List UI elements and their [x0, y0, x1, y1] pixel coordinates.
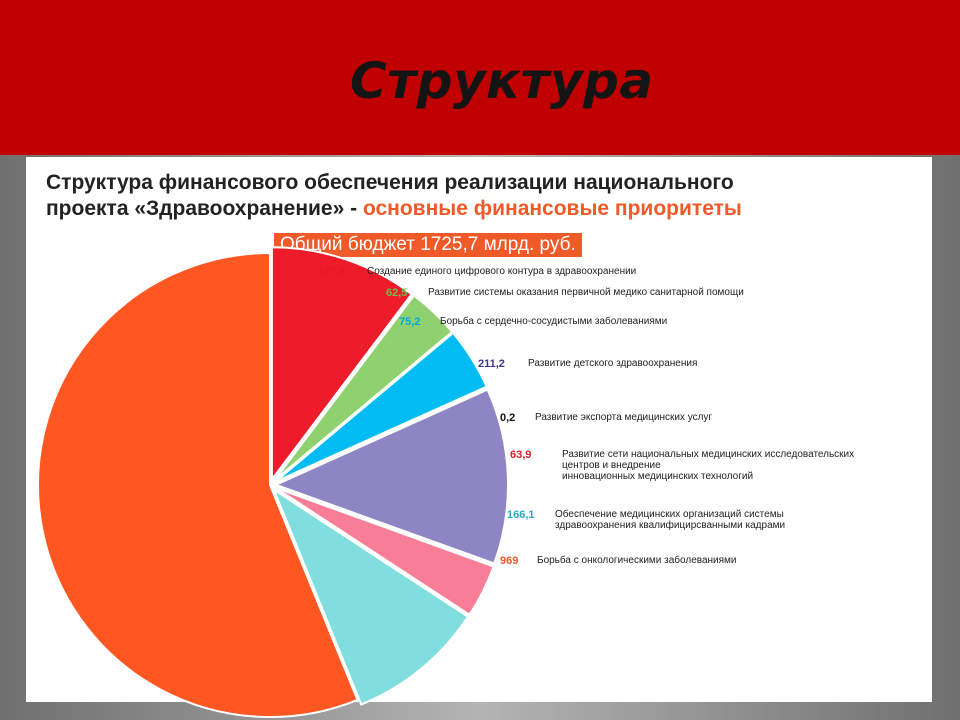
pie-slice-0: [37, 251, 359, 718]
value-label-7: 166,1: [507, 509, 535, 521]
value-label-0: 969: [500, 555, 518, 567]
pie-slice-7: [271, 487, 470, 706]
value-label-3: 75,2: [399, 316, 420, 328]
category-label-7-0: Обеспечение медицинских организаций сист…: [555, 508, 784, 520]
chart-title-line-1: Структура финансового обеспечения реализ…: [46, 171, 734, 194]
category-label-0-0: Борьба с онкологическими заболеваниями: [537, 554, 737, 566]
slide-title: Структура: [350, 52, 654, 110]
pie-slice-6: [274, 486, 495, 617]
pie-slice-4: [273, 388, 509, 565]
pie-slice-3: [274, 331, 488, 483]
header-band: [0, 0, 960, 155]
value-label-6: 63,9: [510, 449, 531, 461]
category-label-6-1: центров и внедрение: [562, 460, 661, 471]
chart-title: Структура финансового обеспечения реализ…: [46, 170, 926, 222]
category-label-7-1: здравоохранения квалифицирсванными кадра…: [555, 519, 785, 531]
chart-title-line-2: проекта «Здравоохранение» - основные фин…: [46, 196, 926, 222]
value-label-5: 0,2: [500, 412, 515, 424]
category-label-4-0: Развитие детского здравоохранения: [528, 358, 697, 369]
category-label-1-0: Создание единого цифрового контура в здр…: [367, 265, 636, 277]
value-label-4: 211,2: [478, 358, 505, 370]
category-label-6-2: инновационных медицинских технологий: [562, 471, 753, 482]
total-budget-badge: Общий бюджет 1725,7 млрд. руб.: [274, 233, 582, 257]
category-label-5-0: Развитие экспорта медицинских услуг: [535, 412, 712, 423]
chart-title-main: проекта «Здравоохранение» -: [46, 197, 363, 220]
value-label-1: 177,6: [318, 266, 346, 278]
chart-title-accent: основные финансовые приоритеты: [362, 197, 742, 220]
category-label-3-0: Борьба с сердечно-сосудистыми заболевани…: [440, 315, 667, 327]
category-label-6-0: Развитие сети национальных медицинских и…: [562, 449, 854, 460]
value-label-2: 62,5: [386, 287, 407, 299]
category-label-2-0: Развитие системы оказания первичной меди…: [428, 287, 744, 298]
pie-slice-2: [273, 294, 454, 482]
pie-slice-1: [270, 246, 414, 483]
